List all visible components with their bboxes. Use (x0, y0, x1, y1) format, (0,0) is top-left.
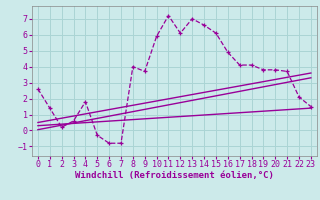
X-axis label: Windchill (Refroidissement éolien,°C): Windchill (Refroidissement éolien,°C) (75, 171, 274, 180)
